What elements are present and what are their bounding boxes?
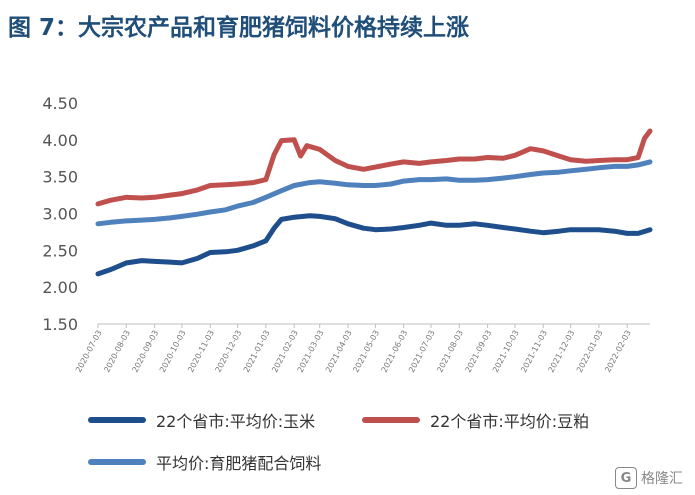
y-axis: 1.50 2.00 2.50 3.00 3.50 4.00 4.50: [42, 94, 78, 334]
x-tick-label: 2020-08-03: [102, 329, 132, 374]
x-tick-label: 2021-03-03: [296, 329, 326, 374]
x-tick-label: 2020-09-03: [131, 329, 161, 374]
x-tick-label: 2021-11-03: [519, 329, 549, 374]
series-line-1: [95, 128, 653, 207]
legend-swatch-corn: [88, 417, 146, 423]
legend-swatch-feed: [88, 459, 146, 465]
x-tick-label: 2021-10-03: [491, 329, 521, 374]
x-tick-label: 2022-01-03: [575, 329, 605, 374]
legend-swatch-soymeal: [362, 417, 420, 423]
series-layer: [95, 128, 653, 277]
y-tick-label: 2.50: [42, 241, 78, 260]
x-axis: 2020-07-032020-08-032020-09-032020-10-03…: [74, 323, 650, 374]
y-tick-label: 4.00: [42, 131, 78, 150]
x-tick-label: 2021-05-03: [351, 329, 381, 374]
x-tick-label: 2021-02-03: [270, 329, 300, 374]
series-line-2: [95, 159, 653, 227]
x-tick-label: 2021-12-03: [547, 329, 577, 374]
y-tick-label: 3.50: [42, 168, 78, 187]
x-tick-label: 2021-07-03: [407, 329, 437, 374]
watermark: G 格隆汇: [615, 467, 683, 489]
y-tick-label: 4.50: [42, 94, 78, 113]
y-tick-label: 2.00: [42, 278, 78, 297]
x-tick-label: 2020-07-03: [74, 329, 104, 374]
legend-item-feed: 平均价:育肥猪配合饲料: [88, 450, 321, 474]
x-tick-label: 2021-08-03: [435, 329, 465, 374]
x-tick-label: 2021-01-03: [242, 329, 272, 374]
x-tick-label: 2022-02-03: [603, 329, 633, 374]
legend-label-soymeal: 22个省市:平均价:豆粕: [430, 412, 590, 431]
legend-item-corn: 22个省市:平均价:玉米: [88, 408, 315, 432]
legend-item-soymeal: 22个省市:平均价:豆粕: [362, 408, 589, 432]
x-tick-label: 2020-10-03: [158, 329, 188, 374]
x-tick-label: 2021-09-03: [464, 329, 494, 374]
watermark-text: 格隆汇: [641, 471, 683, 487]
x-tick-label: 2021-06-03: [380, 329, 410, 374]
watermark-logo-icon: G: [615, 467, 637, 489]
page-title: 图 7：大宗农产品和育肥猪饲料价格持续上涨: [8, 15, 470, 41]
x-tick-label: 2020-11-03: [186, 329, 216, 374]
x-tick-label: 2021-04-03: [324, 329, 354, 374]
y-tick-label: 3.00: [42, 205, 78, 224]
series-line-0: [95, 213, 653, 277]
y-tick-label: 1.50: [42, 315, 78, 334]
x-tick-label: 2020-12-03: [214, 329, 244, 374]
legend-label-corn: 22个省市:平均价:玉米: [156, 412, 316, 431]
legend-label-feed: 平均价:育肥猪配合饲料: [156, 454, 322, 473]
